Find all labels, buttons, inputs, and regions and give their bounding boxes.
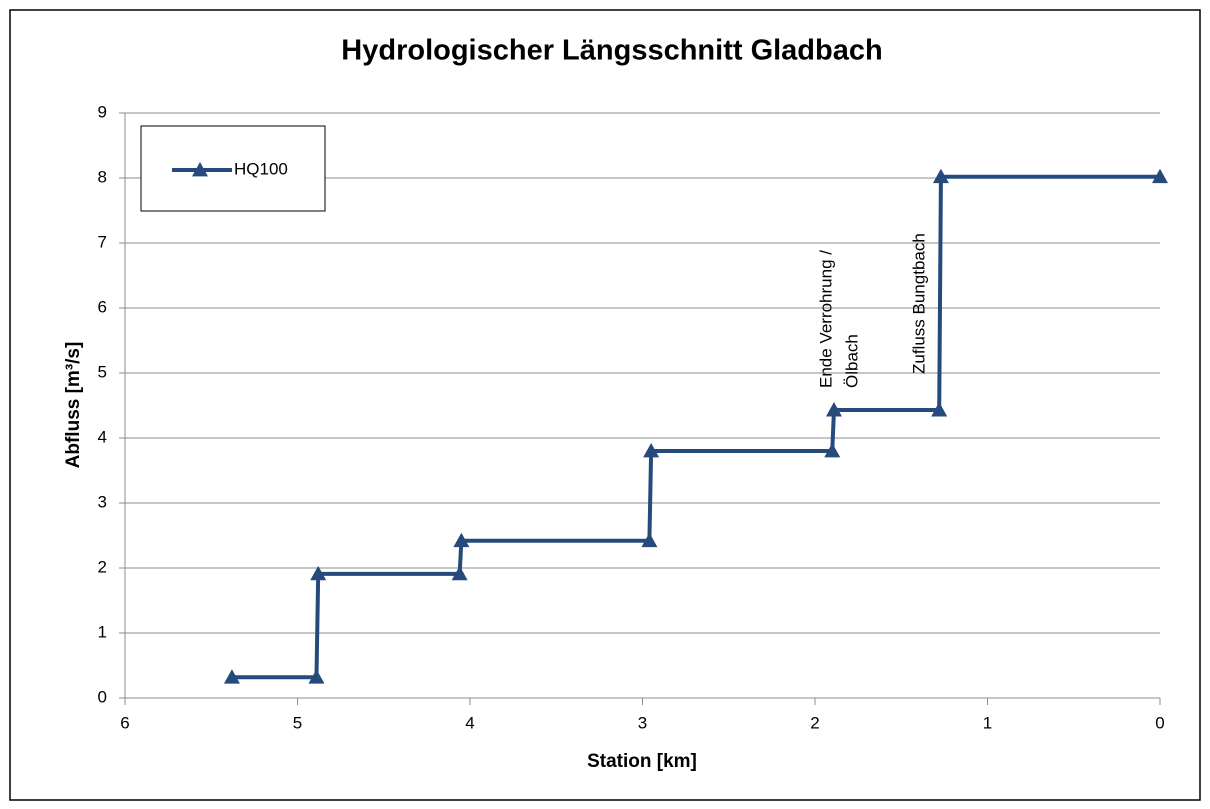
y-tick-label: 7 bbox=[98, 232, 107, 251]
marker bbox=[310, 565, 327, 581]
marker bbox=[453, 532, 470, 548]
annotation: Ölbach bbox=[842, 334, 861, 388]
marker bbox=[824, 443, 841, 458]
marker bbox=[223, 669, 240, 684]
marker bbox=[451, 565, 468, 581]
marker bbox=[931, 402, 948, 417]
marker bbox=[641, 532, 658, 548]
x-tick-label: 0 bbox=[1155, 713, 1164, 732]
annotation: Zufluss Bungtbach bbox=[909, 233, 928, 374]
legend-box bbox=[140, 125, 326, 212]
x-tick-label: 3 bbox=[638, 713, 647, 732]
y-tick-label: 9 bbox=[98, 102, 107, 121]
marker bbox=[308, 669, 325, 684]
y-tick-label: 0 bbox=[98, 687, 107, 706]
marker bbox=[825, 402, 842, 417]
marker bbox=[643, 443, 660, 458]
data-line bbox=[231, 174, 1160, 680]
x-tick-label: 2 bbox=[810, 713, 819, 732]
x-tick-label: 4 bbox=[465, 713, 474, 732]
marker bbox=[1152, 168, 1168, 184]
y-tick-label: 8 bbox=[98, 167, 107, 186]
y-tick-label: 3 bbox=[98, 492, 107, 511]
annotation: Ende Verrohrung / bbox=[816, 250, 835, 388]
chart-title: Hydrologischer Längsschnitt Gladbach bbox=[341, 35, 882, 67]
x-tick-label: 5 bbox=[293, 713, 302, 732]
y-tick-label: 5 bbox=[98, 362, 107, 381]
y-axis-title: Abfluss [m³/s] bbox=[63, 342, 84, 469]
marker bbox=[932, 168, 949, 184]
x-axis-title: Station [km] bbox=[587, 751, 697, 772]
x-tick-label: 6 bbox=[120, 713, 129, 732]
y-tick-label: 2 bbox=[98, 557, 107, 576]
x-tick-label: 1 bbox=[983, 713, 992, 732]
y-tick-label: 1 bbox=[98, 622, 107, 641]
y-tick-label: 4 bbox=[98, 427, 107, 446]
legend-label: HQ100 bbox=[234, 159, 288, 178]
legend-marker bbox=[192, 162, 208, 177]
y-tick-label: 6 bbox=[98, 297, 107, 316]
